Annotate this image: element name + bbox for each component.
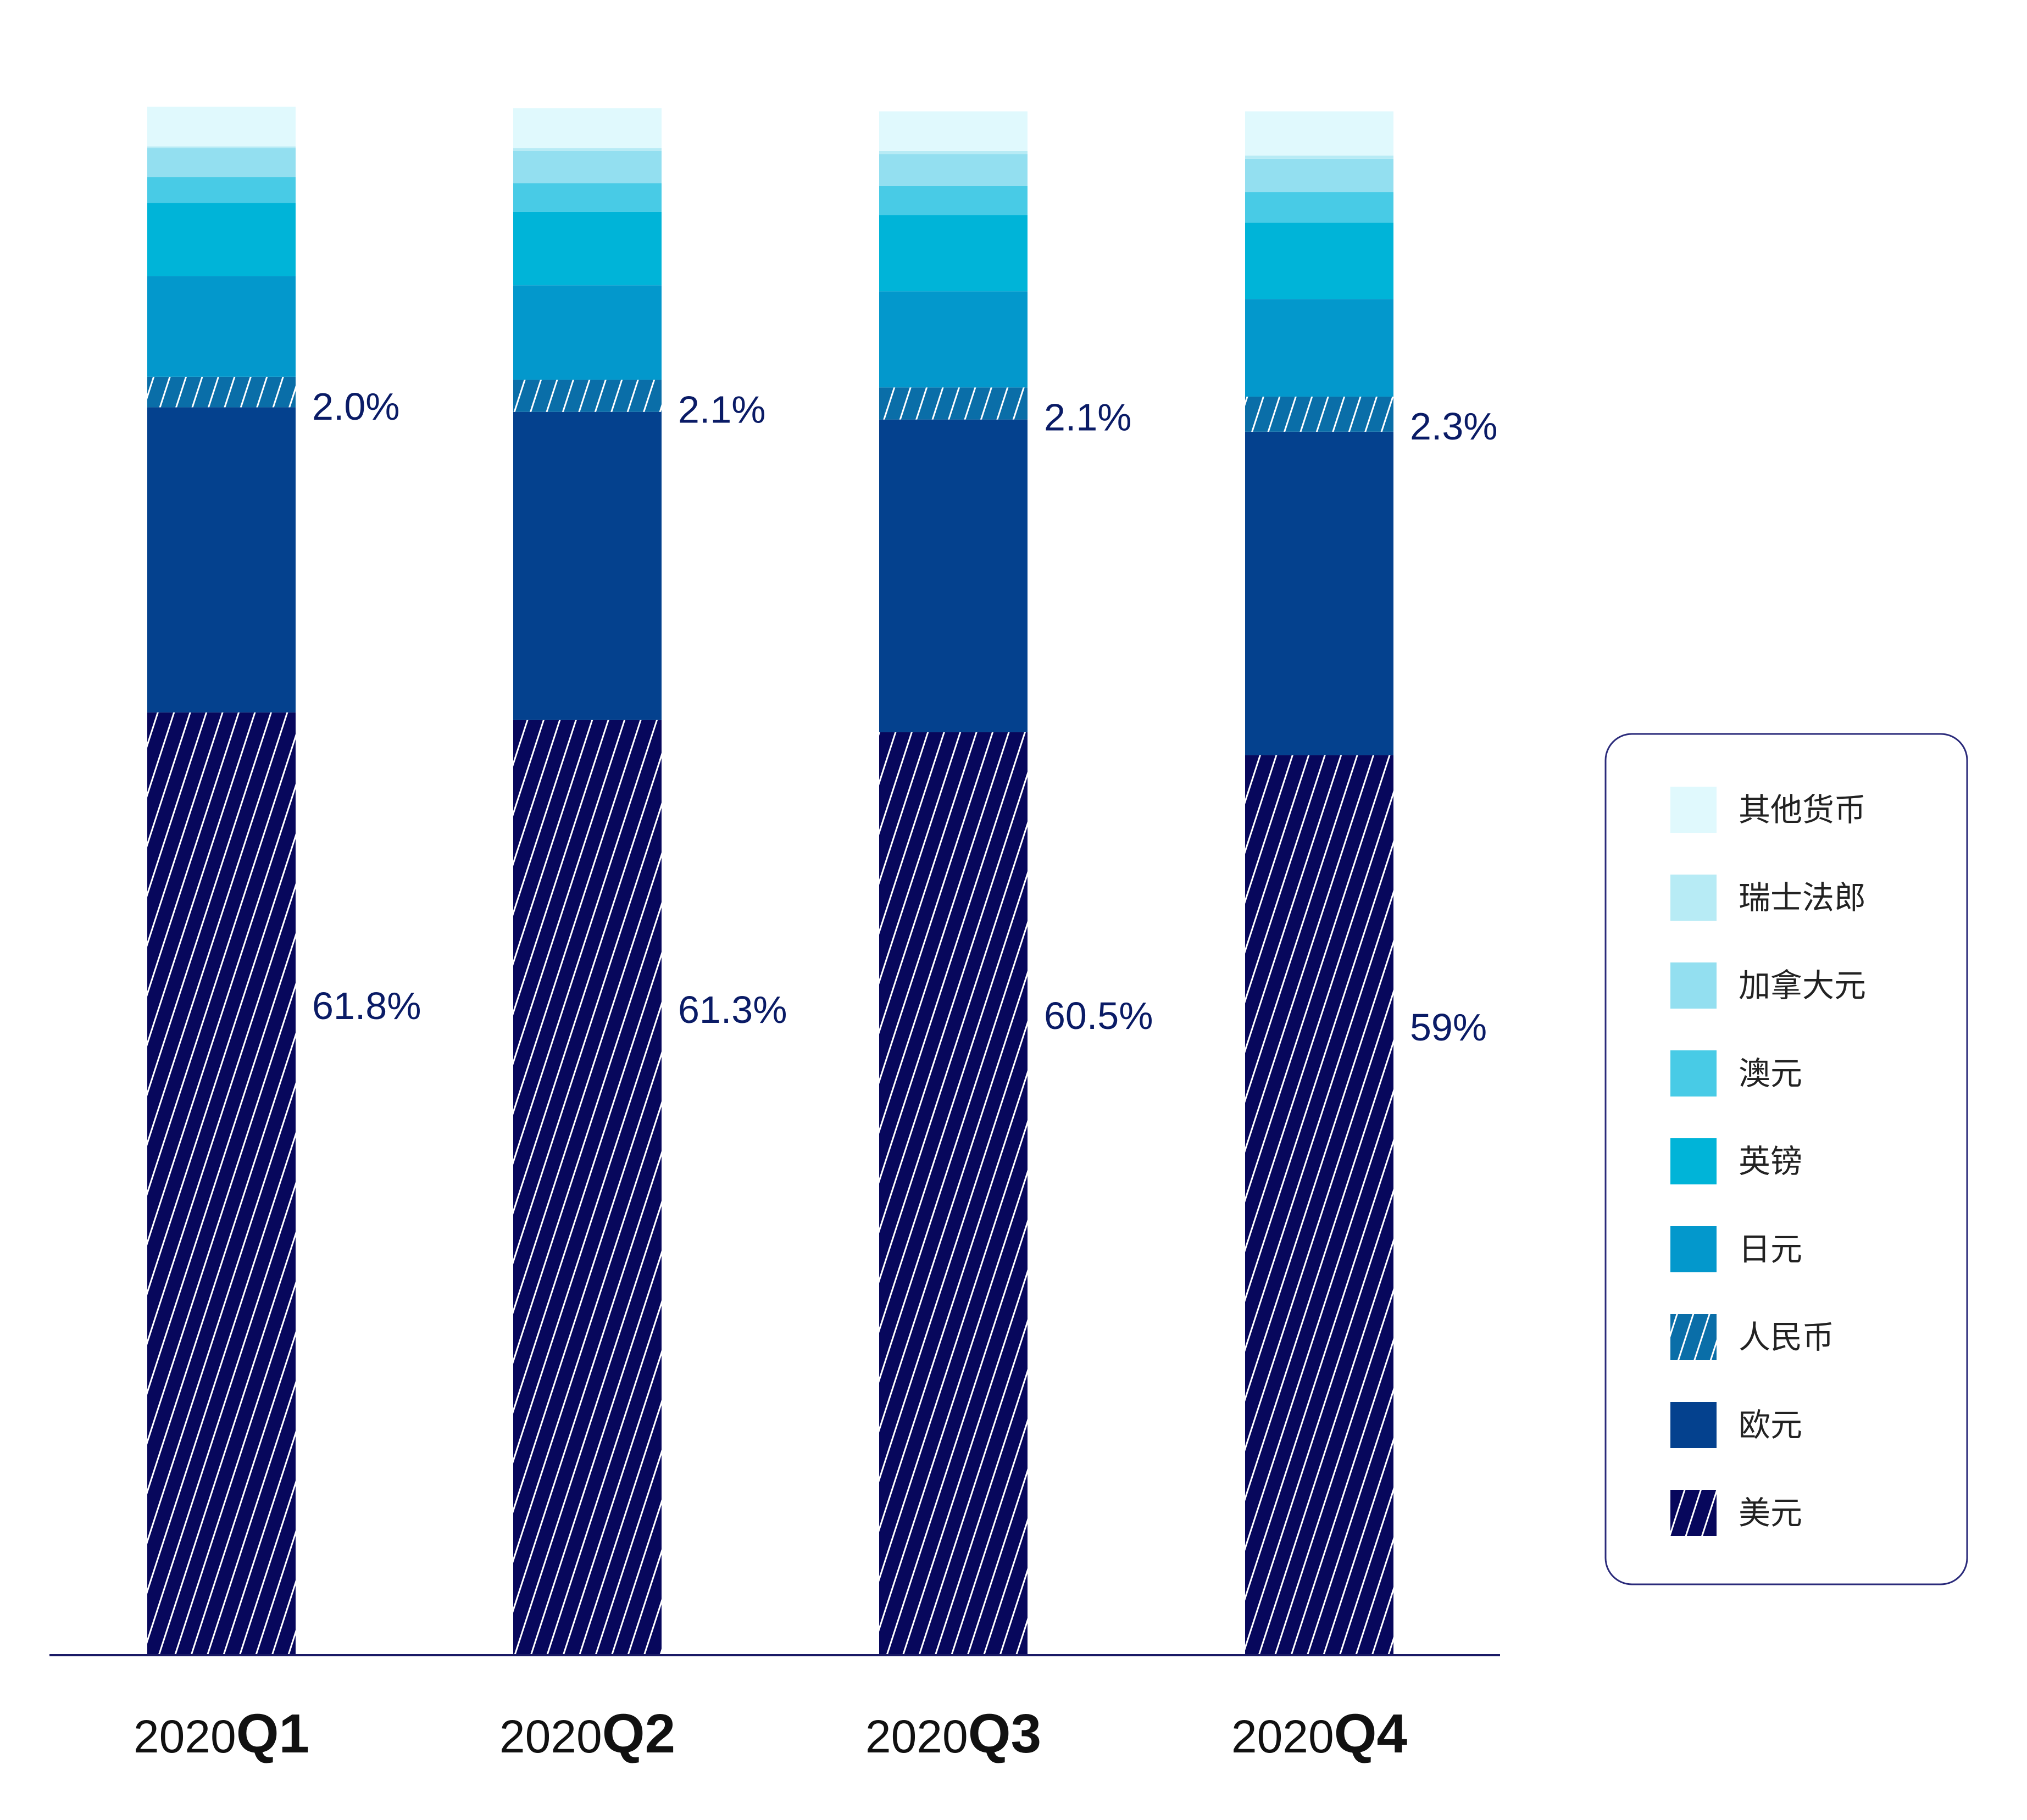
- legend-label-other: 其他货币: [1739, 791, 1866, 828]
- bar-segment-cny-q4: [1245, 396, 1393, 432]
- value-labels-group: 61.8% 2.0% 61.3% 2.1% 60.5% 2.1% 59% 2.3%: [312, 385, 1498, 1049]
- bar-segment-jpy-q3: [879, 291, 1028, 388]
- legend-box: [1604, 733, 1968, 1585]
- bar-segment-aud-q2: [513, 183, 662, 212]
- bar-segment-cny-q3: [879, 387, 1028, 420]
- value-label-cny-q1: 2.0%: [312, 385, 400, 428]
- legend-label-jpy: 日元: [1739, 1231, 1802, 1268]
- bar-segment-jpy-q2: [513, 285, 662, 380]
- bar-segment-chf-q3: [879, 151, 1028, 154]
- bar-segment-eur-q4: [1245, 431, 1393, 755]
- category-year: 2020: [1231, 1711, 1334, 1762]
- category-label-q3: 2020Q3: [865, 1703, 1041, 1765]
- value-label-usd-q4: 59%: [1410, 1006, 1487, 1049]
- bar-segment-eur-q2: [513, 411, 662, 720]
- legend-swatch-usd: [1670, 1490, 1717, 1536]
- legend-label-chf: 瑞士法郎: [1739, 879, 1866, 916]
- category-label-q4: 2020Q4: [1231, 1703, 1408, 1765]
- bar-segment-cny-q1: [147, 376, 296, 408]
- legend-swatch-eur: [1670, 1402, 1717, 1448]
- bar-segment-gbp-q1: [147, 203, 296, 276]
- legend-swatch-cny: [1670, 1314, 1717, 1360]
- legend-swatch-gbp: [1670, 1138, 1717, 1184]
- bar-segment-chf-q4: [1245, 155, 1393, 159]
- value-label-cny-q4: 2.3%: [1410, 405, 1498, 448]
- category-quarter: Q3: [968, 1703, 1041, 1765]
- bar-segment-aud-q4: [1245, 192, 1393, 223]
- category-label-q2: 2020Q2: [499, 1703, 675, 1765]
- value-label-cny-q2: 2.1%: [678, 388, 766, 431]
- bar-segment-chf-q2: [513, 148, 662, 151]
- bar-segment-cad-q2: [513, 151, 662, 183]
- bar-segment-eur-q3: [879, 419, 1028, 732]
- bar-segment-other-q4: [1245, 111, 1393, 156]
- bar-segment-other-q1: [147, 107, 296, 147]
- bars-group: [147, 107, 1393, 1655]
- bar-segment-chf-q1: [147, 146, 296, 148]
- category-year: 2020: [499, 1711, 602, 1762]
- category-labels-group: 2020Q1 2020Q2 2020Q3 2020Q4: [134, 1703, 1408, 1765]
- value-label-usd-q1: 61.8%: [312, 984, 421, 1027]
- bar-segment-usd-q4: [1245, 755, 1393, 1655]
- bar-segment-cad-q1: [147, 148, 296, 177]
- legend-swatch-jpy: [1670, 1226, 1717, 1272]
- bar-segment-other-q3: [879, 111, 1028, 151]
- bar-segment-cad-q4: [1245, 158, 1393, 192]
- value-label-usd-q3: 60.5%: [1044, 994, 1153, 1037]
- bar-segment-gbp-q4: [1245, 222, 1393, 299]
- category-year: 2020: [134, 1711, 236, 1762]
- bar-segment-cad-q3: [879, 154, 1028, 186]
- category-quarter: Q2: [602, 1703, 675, 1765]
- bar-segment-jpy-q4: [1245, 299, 1393, 397]
- legend-label-cny: 人民币: [1739, 1318, 1834, 1356]
- legend-label-usd: 美元: [1739, 1494, 1802, 1532]
- bar-segment-eur-q1: [147, 407, 296, 713]
- bar-segment-usd-q3: [879, 732, 1028, 1655]
- legend-label-cad: 加拿大元: [1739, 967, 1866, 1004]
- bar-segment-other-q2: [513, 108, 662, 148]
- bar-segment-usd-q1: [147, 712, 296, 1655]
- bar-segment-aud-q3: [879, 186, 1028, 215]
- category-label-q1: 2020Q1: [134, 1703, 309, 1765]
- bar-segment-cny-q2: [513, 380, 662, 412]
- legend-label-aud: 澳元: [1739, 1055, 1802, 1092]
- legend-swatch-cad: [1670, 962, 1717, 1009]
- value-label-cny-q3: 2.1%: [1044, 396, 1132, 438]
- category-quarter: Q4: [1334, 1703, 1408, 1765]
- bar-segment-usd-q2: [513, 720, 662, 1655]
- bar-segment-aud-q1: [147, 177, 296, 203]
- legend-swatch-other: [1670, 787, 1717, 833]
- legend-label-gbp: 英镑: [1739, 1143, 1802, 1180]
- legend-swatch-aud: [1670, 1050, 1717, 1097]
- legend-label-eur: 欧元: [1739, 1406, 1802, 1444]
- legend-swatch-chf: [1670, 875, 1717, 921]
- category-year: 2020: [865, 1711, 968, 1762]
- bar-segment-gbp-q3: [879, 215, 1028, 292]
- bar-segment-gbp-q2: [513, 212, 662, 286]
- bar-segment-jpy-q1: [147, 276, 296, 377]
- category-quarter: Q1: [236, 1703, 309, 1765]
- value-label-usd-q2: 61.3%: [678, 988, 787, 1031]
